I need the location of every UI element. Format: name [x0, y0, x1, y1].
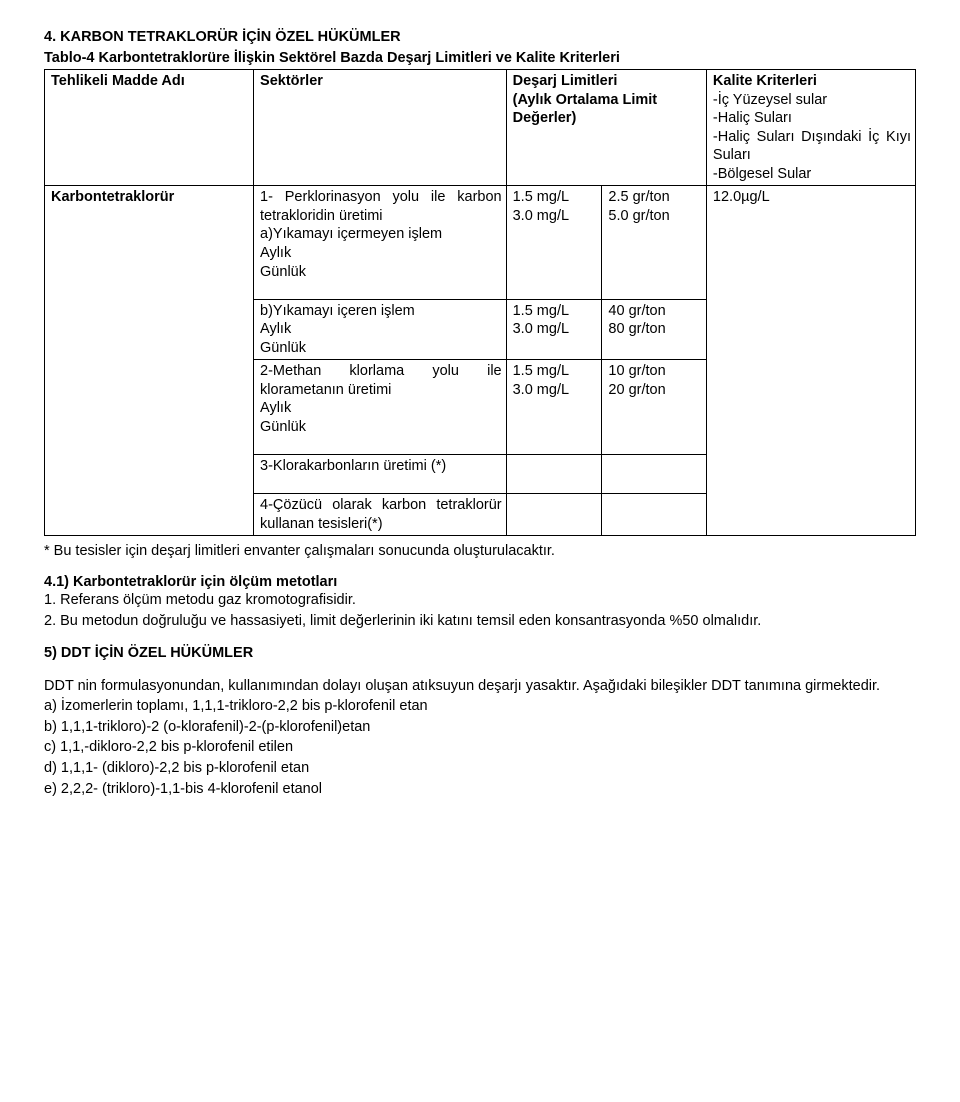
section5-heading: 5) DDT İÇİN ÖZEL HÜKÜMLER — [44, 644, 916, 663]
spacer-d4 — [706, 438, 915, 454]
sector-b-text: b)Yıkamayı içeren işlem — [260, 303, 415, 319]
sector-b-gunluk: Günlük — [260, 340, 306, 356]
th-quality-b1: -İç Yüzeysel sular — [713, 92, 827, 108]
v1b: 3.0 mg/L — [513, 208, 569, 224]
sector-1-text: 1- Perklorinasyon yolu ile karbon tetrak… — [260, 189, 502, 224]
spacer-a3 — [45, 360, 254, 439]
th-limits-b: (Aylık Ortalama Limit Değerler) — [513, 92, 658, 127]
th-sector: Sektörler — [254, 70, 507, 186]
th-limits-a: Deşarj Limitleri — [513, 73, 618, 89]
th-limits: Deşarj Limitleri (Aylık Ortalama Limit D… — [506, 70, 706, 186]
th-quality-b4: -Bölgesel Sular — [713, 166, 811, 182]
spacer-d1 — [706, 283, 915, 299]
section41-l2: 2. Bu metodun doğruluğu ve hassasiyeti, … — [44, 612, 916, 631]
cell-4-v1 — [506, 493, 602, 535]
cell-4-v2 — [602, 493, 707, 535]
section41-heading: 4.1) Karbontetraklorür için ölçüm metotl… — [44, 573, 916, 592]
cell-b-v2: 40 gr/ton 80 gr/ton — [602, 299, 707, 360]
spacer-a1 — [45, 283, 254, 299]
spacer-c6b — [602, 477, 707, 493]
table4-title: Tablo-4 Karbontetraklorüre İlişkin Sektö… — [44, 49, 916, 68]
cell-sector-2: 2-Methan klorlama yolu ile klorametanın … — [254, 360, 507, 439]
cell-1-v2: 2.5 gr/ton 5.0 gr/ton — [602, 186, 707, 283]
cell-sector-3: 3-Klorakarbonların üretimi (*) — [254, 454, 507, 477]
spacer-b6 — [254, 477, 507, 493]
section5-b: b) 1,1,1-trikloro)-2 (o-klorafenil)-2-(p… — [44, 718, 916, 737]
spacer-a4 — [45, 438, 254, 454]
spacer-c4a — [506, 438, 602, 454]
cell-substance: Karbontetraklorür — [45, 186, 254, 283]
spacer-b1 — [254, 283, 507, 299]
cell-1-v1: 1.5 mg/L 3.0 mg/L — [506, 186, 602, 283]
sector-1-gunluk: Günlük — [260, 264, 306, 280]
spacer-d6 — [706, 477, 915, 493]
cell-2-v2: 10 gr/ton 20 gr/ton — [602, 360, 707, 439]
table4-footnote: * Bu tesisler için deşarj limitleri enva… — [44, 542, 916, 561]
r2-v1b: 3.0 mg/L — [513, 382, 569, 398]
sector-2-gunluk: Günlük — [260, 419, 306, 435]
sector-2-text: 2-Methan klorlama yolu ile klorametanın … — [260, 363, 502, 398]
section5-e: e) 2,2,2- (trikloro)-1,1-bis 4-klorofeni… — [44, 780, 916, 799]
spacer-a2 — [45, 299, 254, 360]
section5-c: c) 1,1,-dikloro-2,2 bis p-klorofenil eti… — [44, 738, 916, 757]
r2-v1a: 1.5 mg/L — [513, 363, 569, 379]
section5-d: d) 1,1,1- (dikloro)-2,2 bis p-klorofenil… — [44, 759, 916, 778]
th-quality-b2: -Haliç Suları — [713, 110, 792, 126]
sector-1-aylik: Aylık — [260, 245, 291, 261]
section5-p1: DDT nin formulasyonundan, kullanımından … — [44, 677, 916, 696]
v1a: 1.5 mg/L — [513, 189, 569, 205]
b-v2a: 40 gr/ton — [608, 303, 665, 319]
v2b: 5.0 gr/ton — [608, 208, 669, 224]
th-substance: Tehlikeli Madde Adı — [45, 70, 254, 186]
spacer-c4b — [602, 438, 707, 454]
spacer-d3 — [706, 360, 915, 439]
cell-3-v2 — [602, 454, 707, 477]
section5-a: a) İzomerlerin toplamı, 1,1,1-trikloro-2… — [44, 697, 916, 716]
table4: Tehlikeli Madde Adı Sektörler Deşarj Lim… — [44, 69, 916, 536]
b-v1b: 3.0 mg/L — [513, 321, 569, 337]
b-v2b: 80 gr/ton — [608, 321, 665, 337]
r2-v2a: 10 gr/ton — [608, 363, 665, 379]
spacer-b4 — [254, 438, 507, 454]
th-quality: Kalite Kriterleri -İç Yüzeysel sular -Ha… — [706, 70, 915, 186]
spacer-a7 — [45, 493, 254, 535]
cell-sector-1: 1- Perklorinasyon yolu ile karbon tetrak… — [254, 186, 507, 283]
spacer-a5 — [45, 454, 254, 477]
spacer-a6 — [45, 477, 254, 493]
cell-3-v1 — [506, 454, 602, 477]
th-quality-a: Kalite Kriterleri — [713, 73, 817, 89]
sector-2-aylik: Aylık — [260, 400, 291, 416]
th-quality-b3: -Haliç Suları Dışındaki İç Kıyı Suları — [713, 129, 911, 164]
sector-b-aylik: Aylık — [260, 321, 291, 337]
spacer-c6a — [506, 477, 602, 493]
spacer-c1b — [602, 283, 707, 299]
spacer-d7 — [706, 493, 915, 535]
cell-quality-value: 12.0µg/L — [706, 186, 915, 283]
cell-sector-b: b)Yıkamayı içeren işlem Aylık Günlük — [254, 299, 507, 360]
spacer-d2 — [706, 299, 915, 360]
spacer-c1a — [506, 283, 602, 299]
b-v1a: 1.5 mg/L — [513, 303, 569, 319]
section4-heading: 4. KARBON TETRAKLORÜR İÇİN ÖZEL HÜKÜMLER — [44, 28, 916, 47]
v2a: 2.5 gr/ton — [608, 189, 669, 205]
section41-l1: 1. Referans ölçüm metodu gaz kromotograf… — [44, 591, 916, 610]
cell-b-v1: 1.5 mg/L 3.0 mg/L — [506, 299, 602, 360]
cell-sector-4: 4-Çözücü olarak karbon tetraklorür kulla… — [254, 493, 507, 535]
spacer-d5 — [706, 454, 915, 477]
cell-2-v1: 1.5 mg/L 3.0 mg/L — [506, 360, 602, 439]
r2-v2b: 20 gr/ton — [608, 382, 665, 398]
sector-1a-text: a)Yıkamayı içermeyen işlem — [260, 226, 442, 242]
